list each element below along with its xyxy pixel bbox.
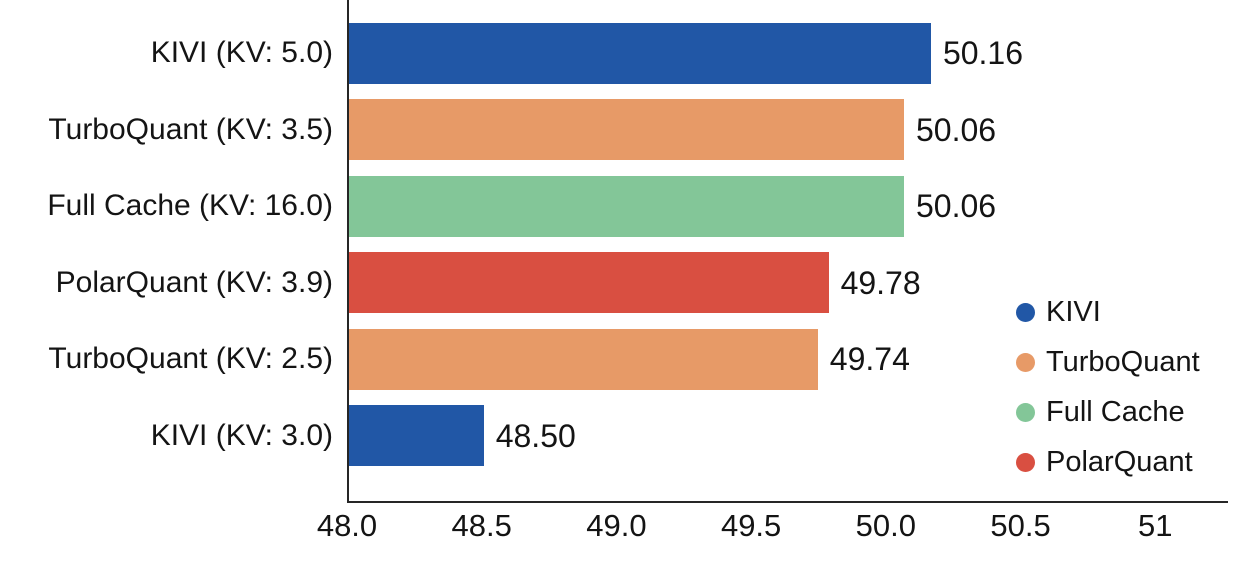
- legend-item-1: TurboQuant: [1016, 337, 1200, 387]
- value-label-1: 50.06: [916, 111, 997, 148]
- legend-dot-icon: [1016, 402, 1035, 422]
- category-label-0: KIVI (KV: 5.0): [150, 36, 333, 69]
- value-label-0: 50.16: [942, 35, 1024, 71]
- x-tick-51: 51: [1138, 508, 1173, 543]
- category-label-5: KIVI (KV: 3.0): [150, 418, 333, 452]
- bar-3: [349, 252, 829, 313]
- x-tick-50.0: 50.0: [855, 508, 916, 543]
- legend-dot-icon: [1016, 352, 1035, 372]
- legend: KIVI TurboQuant Full Cache PolarQuant: [1016, 287, 1200, 487]
- bar-1: [349, 99, 904, 160]
- bar-4: [349, 328, 818, 390]
- bar-5: [349, 405, 484, 466]
- x-tick-49.5: 49.5: [720, 508, 782, 543]
- legend-item-2: Full Cache: [1016, 387, 1200, 437]
- legend-label: KIVI: [1046, 295, 1101, 328]
- legend-label: Full Cache: [1046, 395, 1185, 428]
- legend-label: PolarQuant: [1046, 445, 1193, 478]
- legend-dot-icon: [1016, 302, 1035, 322]
- legend-label: TurboQuant: [1046, 345, 1200, 378]
- x-tick-50.5: 50.5: [990, 508, 1051, 543]
- value-label-3: 49.78: [840, 264, 921, 301]
- legend-dot-icon: [1016, 452, 1035, 472]
- category-label-4: TurboQuant (KV: 2.5): [48, 342, 333, 375]
- x-tick-49.0: 49.0: [586, 508, 647, 543]
- x-tick-48.5: 48.5: [451, 508, 512, 543]
- value-label-2: 50.06: [916, 188, 997, 224]
- category-label-1: TurboQuant (KV: 3.5): [48, 112, 333, 146]
- legend-item-0: KIVI: [1016, 287, 1200, 337]
- value-label-4: 49.74: [829, 341, 910, 377]
- x-tick-48.0: 48.0: [316, 508, 378, 543]
- legend-item-3: PolarQuant: [1016, 437, 1200, 487]
- category-label-2: Full Cache (KV: 16.0): [47, 189, 333, 222]
- bar-2: [349, 175, 904, 237]
- bar-0: [349, 22, 931, 84]
- value-label-5: 48.50: [495, 417, 576, 454]
- plot-area: [347, 0, 1228, 503]
- category-label-3: PolarQuant (KV: 3.9): [55, 265, 333, 299]
